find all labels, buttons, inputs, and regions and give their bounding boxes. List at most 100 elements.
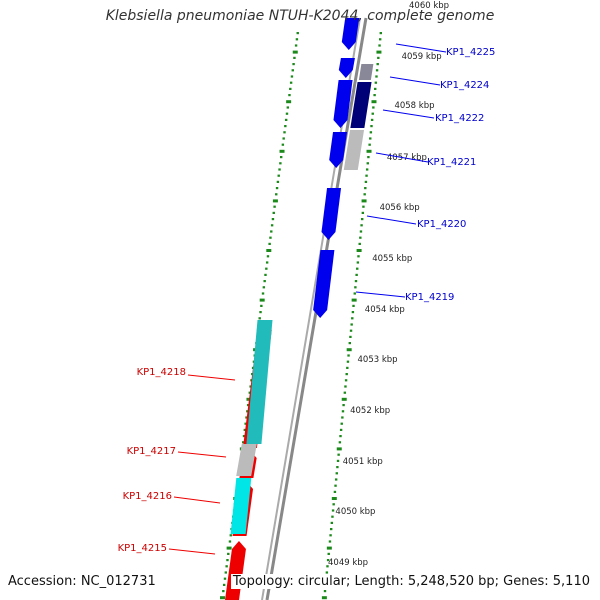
gc-tick-left xyxy=(271,218,275,221)
gc-tick-right xyxy=(365,174,368,177)
gc-tick-right xyxy=(358,242,361,245)
gc-tick-left xyxy=(283,131,286,134)
gc-tick-right xyxy=(330,528,333,531)
gc-tick-right xyxy=(331,509,335,512)
gc-tick-left xyxy=(246,404,250,407)
gc-tick-left xyxy=(227,552,230,555)
gc-tick-right xyxy=(376,50,382,54)
gc-tick-right xyxy=(339,428,343,431)
gc-tick-right xyxy=(363,193,366,196)
gc-tick-right xyxy=(375,69,379,72)
gc-tick-left xyxy=(282,137,285,140)
gc-tick-left xyxy=(249,385,252,388)
gene-leader-line xyxy=(382,109,435,119)
gc-tick-left xyxy=(277,174,280,177)
gc-tick-left xyxy=(259,298,265,302)
gc-tick-right xyxy=(359,236,362,239)
gc-tick-left xyxy=(228,540,232,543)
gene-label-reverse: KP1_4217 xyxy=(127,446,176,457)
gc-tick-right xyxy=(356,267,359,270)
gene-leader-line xyxy=(177,451,227,458)
gc-tick-left xyxy=(286,106,290,109)
gc-tick-left xyxy=(279,162,282,165)
gc-tick-left xyxy=(246,397,252,401)
gc-tick-right xyxy=(353,292,356,295)
gc-tick-left xyxy=(278,168,281,171)
gc-tick-left xyxy=(280,156,283,159)
gc-tick-left xyxy=(273,205,276,208)
topology-text: Topology: circular; Length: 5,248,520 bp… xyxy=(230,574,590,589)
gc-tick-left xyxy=(223,577,227,580)
gc-tick-right xyxy=(370,118,374,121)
reverse-gene-teal xyxy=(246,320,273,444)
gc-tick-right xyxy=(355,273,358,276)
gc-tick-left xyxy=(225,565,228,568)
gc-tick-left xyxy=(260,304,263,307)
gc-tick-right xyxy=(341,410,345,413)
gc-tick-right xyxy=(350,323,353,326)
gc-tick-right xyxy=(374,87,377,90)
gc-tick-left xyxy=(226,559,229,562)
gc-tick-right xyxy=(328,540,332,543)
gc-tick-right xyxy=(337,453,340,456)
gc-tick-left xyxy=(258,317,261,320)
gc-tick-left xyxy=(262,286,266,289)
scale-label: 4051 kbp xyxy=(343,457,383,467)
gc-tick-left xyxy=(294,44,298,47)
gc-tick-left xyxy=(281,143,285,146)
gc-tick-right xyxy=(376,63,379,66)
gc-tick-left xyxy=(268,242,271,245)
gc-tick-right xyxy=(332,503,335,506)
gc-tick-left xyxy=(265,267,268,270)
scale-label: 4049 kbp xyxy=(328,558,368,568)
gc-tick-right xyxy=(342,404,345,407)
feature-tracks xyxy=(225,18,374,600)
gc-tick-right xyxy=(357,255,360,258)
reverse-gene-gray xyxy=(236,444,257,476)
gc-tick-right xyxy=(371,100,377,104)
map-title: Klebsiella pneumoniae NTUH-K2044, comple… xyxy=(105,8,495,24)
scale-label: 4058 kbp xyxy=(394,101,434,111)
reverse-gene-block xyxy=(225,541,246,600)
forward-gene-block xyxy=(338,58,355,78)
gc-tick-right xyxy=(339,435,342,438)
gc-tick-right xyxy=(336,447,342,451)
gc-tick-left xyxy=(284,118,288,121)
gene-leader-line xyxy=(389,76,441,86)
gc-tick-left xyxy=(295,38,299,41)
gc-tick-left xyxy=(292,63,295,66)
gc-tick-left xyxy=(264,273,267,276)
forward-gene-gray xyxy=(343,130,365,170)
gc-tick-left xyxy=(272,199,278,203)
forward-gene-block xyxy=(341,18,360,50)
gc-tick-left xyxy=(292,50,298,54)
gc-tick-right xyxy=(346,360,350,363)
gc-tick-left xyxy=(290,75,294,78)
gc-tick-right xyxy=(331,497,337,500)
gc-tick-right xyxy=(323,590,327,593)
gc-tick-right xyxy=(354,286,357,289)
gc-tick-left xyxy=(266,249,272,252)
gc-tick-right xyxy=(361,218,364,221)
gc-tick-right xyxy=(378,38,382,41)
gc-tick-right xyxy=(361,211,365,214)
gc-tick-left xyxy=(248,391,251,394)
gc-tick-left xyxy=(270,224,274,227)
gc-tick-left xyxy=(220,596,226,600)
gc-tick-right xyxy=(359,230,363,233)
gc-tick-right xyxy=(336,466,339,469)
gc-tick-right xyxy=(340,422,343,425)
gc-tick-right xyxy=(349,329,353,332)
scale-label: 4053 kbp xyxy=(358,355,398,365)
forward-gene-dark xyxy=(350,82,372,128)
gc-tick-left xyxy=(291,69,294,72)
gc-tick-left xyxy=(244,422,247,425)
gene-label-forward: KP1_4221 xyxy=(427,157,476,168)
gene-leader-line xyxy=(168,548,216,555)
scale-label: 4056 kbp xyxy=(380,203,420,213)
gc-tick-left xyxy=(229,534,232,537)
gc-tick-left xyxy=(241,441,245,444)
forward-gene-gray xyxy=(358,64,374,80)
gc-tick-right xyxy=(367,156,370,159)
gc-tick-left xyxy=(269,236,272,239)
